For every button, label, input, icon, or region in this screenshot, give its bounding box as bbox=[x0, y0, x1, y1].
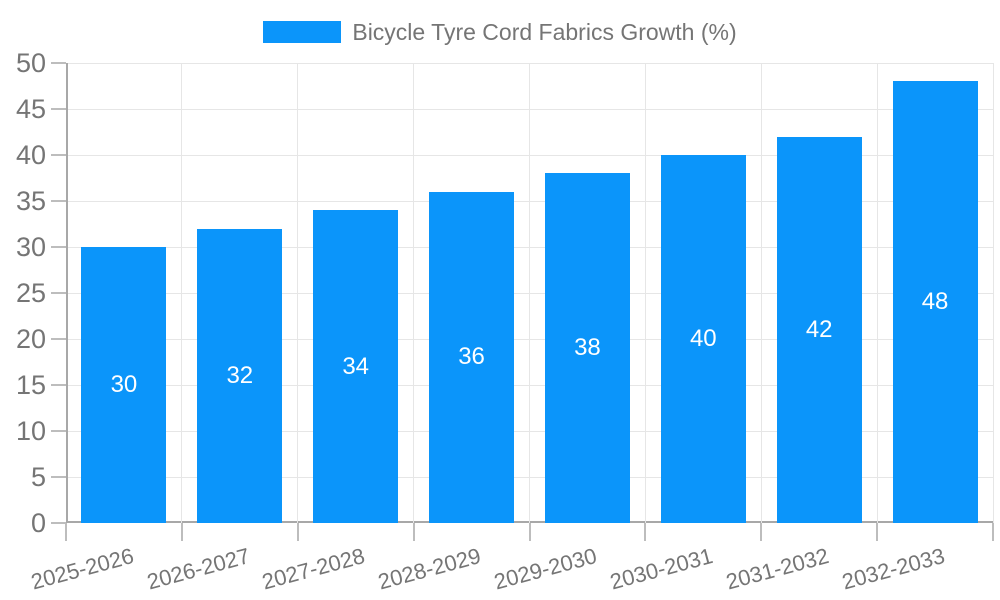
x-axis-tick bbox=[180, 523, 183, 541]
x-tick-label: 2028-2029 bbox=[375, 543, 484, 595]
bar-value-label: 40 bbox=[689, 325, 717, 352]
bar-2025-2026[interactable]: 30 bbox=[81, 247, 167, 523]
x-axis-tick bbox=[65, 523, 67, 541]
y-axis-tick bbox=[51, 338, 66, 340]
x-tick-label: 2026-2027 bbox=[143, 543, 253, 595]
y-tick-label: 35 bbox=[15, 185, 46, 216]
gridline-x-7 bbox=[876, 63, 878, 523]
y-tick-label: 0 bbox=[30, 507, 46, 538]
x-tick-label: 2030-2031 bbox=[607, 543, 716, 595]
y-tick-label: 10 bbox=[15, 415, 46, 446]
y-axis-tick bbox=[51, 246, 66, 248]
bar-2031-2032[interactable]: 42 bbox=[776, 136, 862, 523]
x-axis-tick bbox=[528, 523, 531, 541]
bar-value-label: 32 bbox=[226, 361, 254, 389]
x-axis-tick bbox=[876, 523, 879, 541]
x-axis-tick bbox=[296, 523, 299, 541]
plot-area: 0 5 10 15 20 25 30 35 40 45 50 30 2025-2026 32 2026-20… bbox=[16, 49, 994, 594]
y-tick-label: 40 bbox=[15, 139, 46, 170]
gridline-x-5 bbox=[644, 63, 646, 523]
gridline-x-8 bbox=[992, 63, 994, 523]
gridline-x-6 bbox=[760, 63, 762, 523]
bar-2027-2028[interactable]: 34 bbox=[313, 210, 399, 523]
y-axis-tick bbox=[51, 292, 66, 294]
y-axis-tick bbox=[51, 108, 66, 110]
x-tick-label: 2027-2028 bbox=[259, 543, 368, 595]
y-tick-label: 20 bbox=[15, 323, 46, 354]
x-axis-tick bbox=[644, 523, 647, 541]
y-tick-label: 5 bbox=[30, 461, 46, 492]
y-tick-label: 50 bbox=[15, 47, 46, 78]
x-axis-tick bbox=[760, 523, 763, 541]
y-tick-label: 25 bbox=[15, 277, 46, 308]
gridline-x-3 bbox=[413, 63, 415, 523]
x-axis-tick bbox=[412, 523, 415, 541]
legend: Bicycle Tyre Cord Fabrics Growth (%) bbox=[0, 19, 1000, 45]
bar-value-label: 30 bbox=[110, 371, 138, 398]
gridline-x-4 bbox=[529, 63, 530, 523]
x-tick-label: 2031-2032 bbox=[723, 543, 832, 595]
y-axis-tick bbox=[51, 476, 66, 478]
x-axis-tick bbox=[992, 523, 994, 541]
bar-value-label: 34 bbox=[342, 352, 370, 380]
bar-2028-2029[interactable]: 36 bbox=[429, 191, 515, 523]
y-axis-tick bbox=[51, 154, 66, 156]
bar-value-label: 36 bbox=[458, 343, 485, 371]
legend-item[interactable]: Bicycle Tyre Cord Fabrics Growth (%) bbox=[263, 19, 737, 45]
gridline-x-2 bbox=[297, 63, 299, 523]
bar-value-label: 38 bbox=[574, 334, 601, 362]
y-tick-label: 45 bbox=[15, 93, 46, 124]
bar-2030-2031[interactable]: 40 bbox=[660, 155, 746, 523]
gridline-x-1 bbox=[181, 63, 183, 523]
x-tick-label: 2032-2033 bbox=[839, 543, 948, 595]
y-tick-label: 15 bbox=[15, 369, 46, 400]
bar-2029-2030[interactable]: 38 bbox=[544, 173, 630, 523]
y-axis-tick bbox=[51, 384, 66, 386]
legend-label: Bicycle Tyre Cord Fabrics Growth (%) bbox=[352, 19, 737, 45]
y-axis-tick bbox=[51, 62, 66, 65]
legend-swatch-icon bbox=[263, 21, 342, 43]
bar-2026-2027[interactable]: 32 bbox=[197, 228, 283, 523]
y-tick-label: 30 bbox=[15, 231, 46, 262]
bar-value-label: 48 bbox=[921, 288, 949, 316]
y-axis-tick bbox=[51, 200, 66, 202]
x-tick-label: 2025-2026 bbox=[28, 543, 137, 595]
x-tick-label: 2029-2030 bbox=[491, 543, 600, 595]
y-axis-tick bbox=[51, 430, 66, 432]
y-axis-tick bbox=[51, 522, 66, 524]
bar-2032-2033[interactable]: 48 bbox=[892, 81, 978, 523]
gridline-x-0 bbox=[66, 63, 68, 523]
bar-value-label: 42 bbox=[805, 315, 833, 343]
